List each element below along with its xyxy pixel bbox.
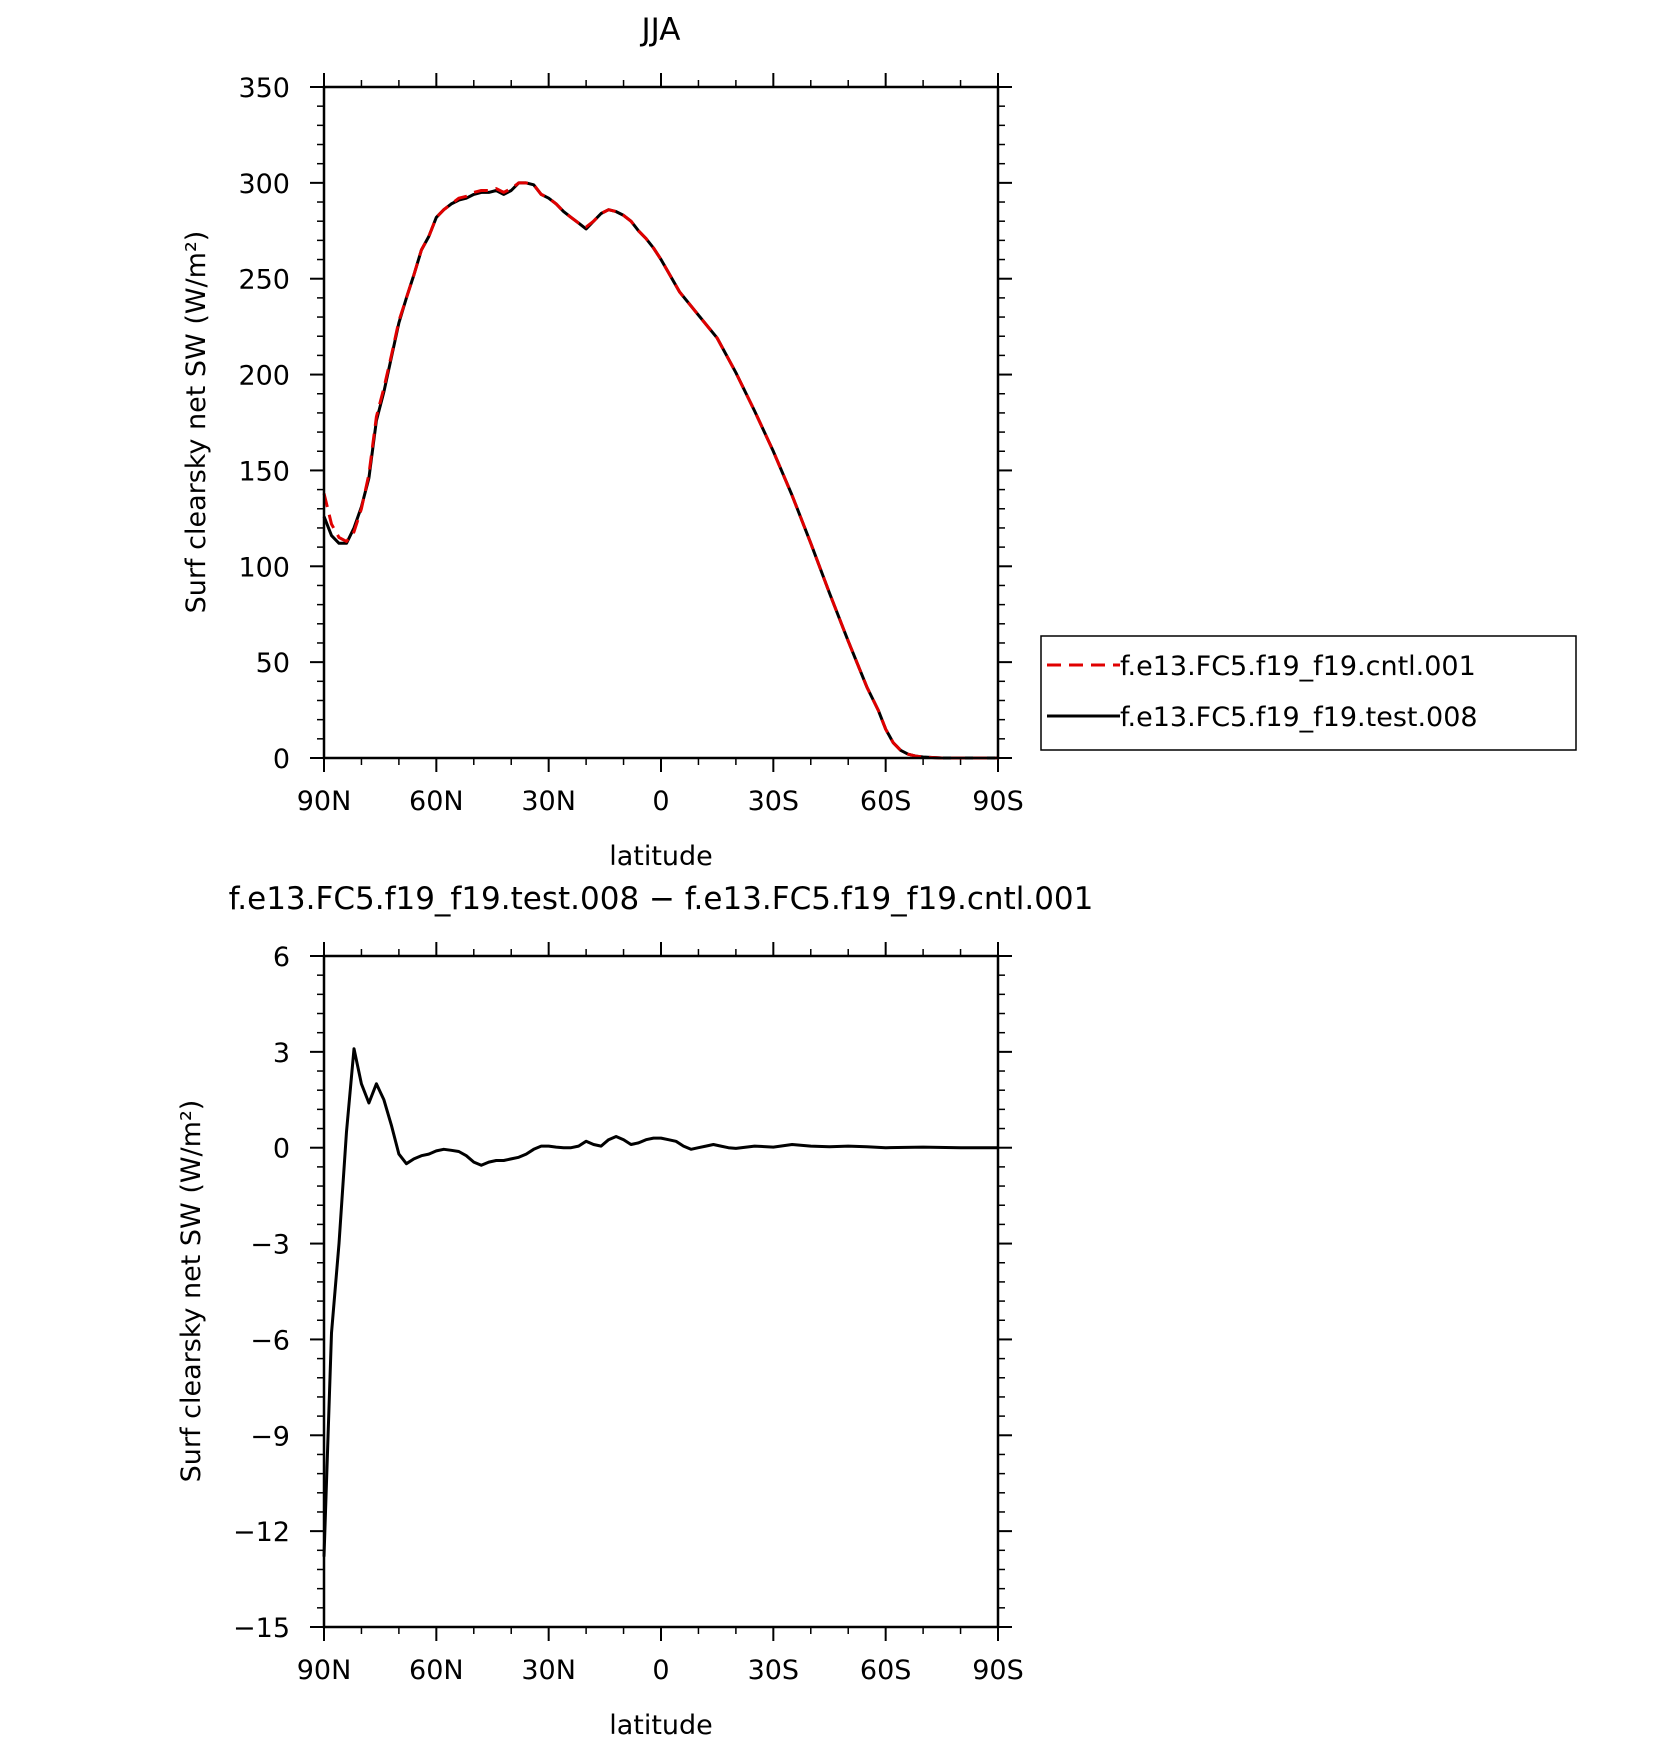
x-tick-label: 60S xyxy=(860,786,912,817)
bottom-minor-ticks xyxy=(317,949,1005,1634)
top-series-lines xyxy=(322,181,998,760)
y-tick-label: 200 xyxy=(238,361,290,392)
y-tick-label: 150 xyxy=(238,456,290,487)
x-tick-label: 30N xyxy=(521,1655,576,1686)
series-line-0 xyxy=(322,1047,998,1557)
x-tick-label: 30S xyxy=(748,786,800,817)
top-x-axis-title: latitude xyxy=(609,841,713,872)
top-y-axis-title: Surf clearsky net SW (W/m²) xyxy=(181,231,212,614)
y-tick-label: 0 xyxy=(273,1134,290,1165)
y-tick-label: −15 xyxy=(233,1613,290,1644)
legend-label-cntl: f.e13.FC5.f19_f19.cntl.001 xyxy=(1120,651,1476,682)
x-tick-label: 90N xyxy=(297,1655,352,1686)
bottom-y-tick-labels: −15 −12 −9 −6 −3 0 3 6 xyxy=(233,942,290,1644)
legend-box xyxy=(1040,635,1577,751)
y-tick-label: −12 xyxy=(233,1517,290,1548)
y-tick-label: −6 xyxy=(250,1325,290,1356)
x-tick-label: 60N xyxy=(409,786,464,817)
x-tick-label: 90S xyxy=(972,786,1024,817)
series-line-0 xyxy=(322,181,998,760)
x-tick-label: 30N xyxy=(521,786,576,817)
y-tick-label: 6 xyxy=(273,942,290,973)
bottom-series-lines xyxy=(322,1047,998,1557)
bottom-y-axis-title: Surf clearsky net SW (W/m²) xyxy=(176,1100,207,1483)
y-tick-label: 3 xyxy=(273,1038,290,1069)
x-tick-label: 60S xyxy=(860,1655,912,1686)
bottom-plot-title: f.e13.FC5.f19_f19.test.008 − f.e13.FC5.f… xyxy=(229,881,1094,917)
bottom-plot-frame xyxy=(322,954,1000,1629)
y-tick-label: 0 xyxy=(273,744,290,775)
bottom-x-axis-title: latitude xyxy=(609,1710,713,1741)
x-tick-label: 60N xyxy=(409,1655,464,1686)
x-tick-label: 90S xyxy=(972,1655,1024,1686)
y-tick-label: −3 xyxy=(250,1230,290,1261)
y-tick-label: 350 xyxy=(238,73,290,104)
top-plot-title: JJA xyxy=(640,12,681,48)
legend-label-test: f.e13.FC5.f19_f19.test.008 xyxy=(1120,702,1478,733)
bottom-major-ticks xyxy=(310,942,1012,1641)
series-line-1 xyxy=(322,181,998,760)
y-tick-label: 50 xyxy=(256,648,290,679)
y-tick-label: 100 xyxy=(238,552,290,583)
top-minor-ticks xyxy=(317,80,1005,765)
bottom-x-tick-labels: 90N 60N 30N 0 30S 60S 90S xyxy=(297,1655,1024,1686)
top-plot-frame xyxy=(322,85,1000,760)
top-major-ticks xyxy=(310,73,1012,772)
y-tick-label: −9 xyxy=(250,1421,290,1452)
y-tick-label: 300 xyxy=(238,169,290,200)
bottom-panel: f.e13.FC5.f19_f19.test.008 − f.e13.FC5.f… xyxy=(176,881,1093,1741)
x-tick-label: 30S xyxy=(748,1655,800,1686)
x-tick-label: 90N xyxy=(297,786,352,817)
x-tick-label: 0 xyxy=(652,786,669,817)
top-y-tick-labels: 0 50 100 150 200 250 300 350 xyxy=(238,73,290,775)
top-panel: JJA 90N 60N 30N 0 30S 60S 90S 0 50 100 150 200 250 3… xyxy=(181,12,1577,872)
legend: f.e13.FC5.f19_f19.cntl.001 f.e13.FC5.f19… xyxy=(1040,635,1577,751)
top-x-tick-labels: 90N 60N 30N 0 30S 60S 90S xyxy=(297,786,1024,817)
x-tick-label: 0 xyxy=(652,1655,669,1686)
y-tick-label: 250 xyxy=(238,265,290,296)
